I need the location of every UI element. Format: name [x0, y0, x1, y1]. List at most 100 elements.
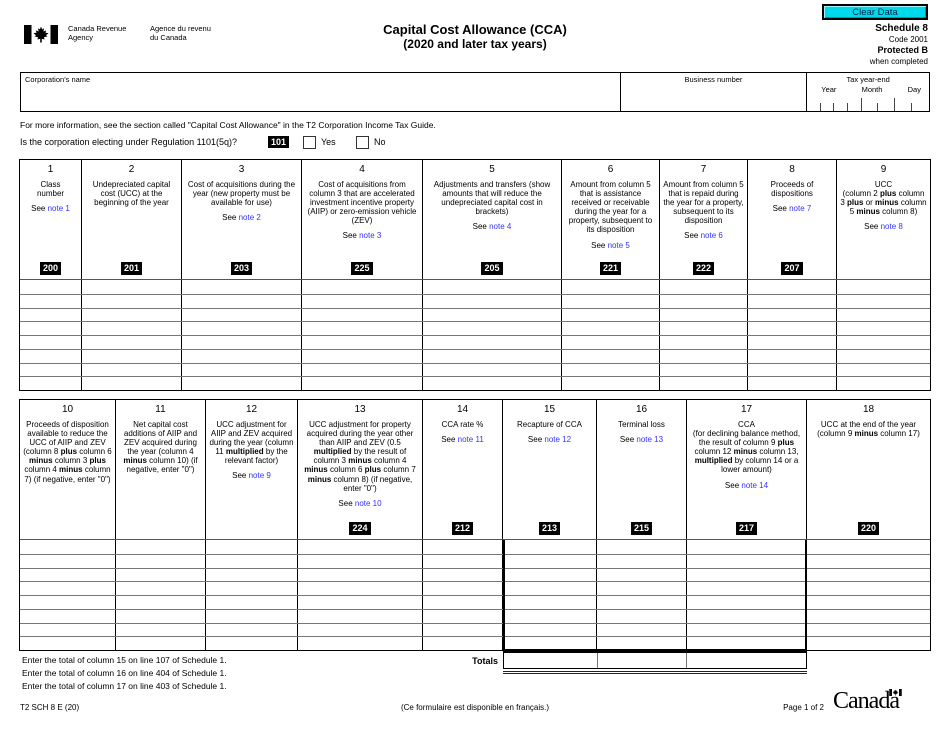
input-cell[interactable]: [687, 568, 807, 582]
input-cell[interactable]: [82, 363, 182, 377]
input-cell[interactable]: [182, 308, 302, 322]
input-cell[interactable]: [660, 280, 748, 294]
input-cell[interactable]: [562, 322, 660, 335]
input-cell[interactable]: [423, 322, 562, 335]
input-cell[interactable]: [20, 623, 116, 637]
no-checkbox[interactable]: [356, 136, 369, 149]
input-cell[interactable]: [20, 363, 82, 377]
input-cell[interactable]: [562, 349, 660, 363]
input-cell[interactable]: [597, 596, 687, 609]
input-cell[interactable]: [206, 623, 298, 637]
yes-checkbox[interactable]: [303, 136, 316, 149]
input-cell[interactable]: [298, 582, 423, 595]
input-cell[interactable]: [423, 623, 503, 637]
input-cell[interactable]: [748, 377, 837, 390]
input-cell[interactable]: [206, 596, 298, 609]
input-cell[interactable]: [302, 349, 423, 363]
input-cell[interactable]: [182, 336, 302, 349]
input-cell[interactable]: [503, 637, 597, 650]
note-link[interactable]: note 5: [607, 240, 630, 250]
input-cell[interactable]: [597, 554, 687, 568]
input-cell[interactable]: [423, 568, 503, 582]
input-cell[interactable]: [687, 554, 807, 568]
input-cell[interactable]: [20, 336, 82, 349]
input-cell[interactable]: [423, 377, 562, 390]
input-cell[interactable]: [302, 363, 423, 377]
input-cell[interactable]: [302, 294, 423, 308]
input-cell[interactable]: [20, 582, 116, 595]
input-cell[interactable]: [20, 308, 82, 322]
input-cell[interactable]: [82, 322, 182, 335]
note-link[interactable]: note 12: [544, 434, 572, 444]
input-cell[interactable]: [116, 623, 206, 637]
input-cell[interactable]: [503, 582, 597, 595]
note-link[interactable]: note 14: [741, 480, 769, 490]
input-cell[interactable]: [298, 637, 423, 650]
input-cell[interactable]: [20, 554, 116, 568]
input-cell[interactable]: [116, 568, 206, 582]
input-cell[interactable]: [82, 294, 182, 308]
input-cell[interactable]: [660, 322, 748, 335]
input-cell[interactable]: [182, 294, 302, 308]
input-cell[interactable]: [20, 637, 116, 650]
input-cell[interactable]: [687, 623, 807, 637]
input-cell[interactable]: [660, 308, 748, 322]
input-cell[interactable]: [423, 540, 503, 554]
input-cell[interactable]: [748, 280, 837, 294]
input-cell[interactable]: [837, 350, 930, 363]
input-cell[interactable]: [302, 280, 423, 294]
input-cell[interactable]: [206, 582, 298, 595]
input-cell[interactable]: [807, 582, 930, 595]
input-cell[interactable]: [206, 568, 298, 582]
input-cell[interactable]: [837, 364, 930, 377]
input-cell[interactable]: [298, 540, 423, 554]
note-link[interactable]: note 10: [354, 499, 382, 508]
input-cell[interactable]: [423, 336, 562, 349]
note-link[interactable]: note 13: [636, 434, 664, 444]
total-column-17-cell[interactable]: [687, 653, 806, 668]
note-link[interactable]: note 7: [789, 203, 812, 213]
input-cell[interactable]: [597, 609, 687, 623]
input-cell[interactable]: [837, 322, 930, 335]
input-cell[interactable]: [20, 280, 82, 294]
input-cell[interactable]: [20, 349, 82, 363]
input-cell[interactable]: [562, 377, 660, 390]
tax-year-end-field[interactable]: Tax year-end Year Month Day: [807, 73, 929, 111]
input-cell[interactable]: [597, 582, 687, 595]
input-cell[interactable]: [660, 363, 748, 377]
input-cell[interactable]: [562, 363, 660, 377]
input-cell[interactable]: [748, 349, 837, 363]
input-cell[interactable]: [748, 363, 837, 377]
input-cell[interactable]: [423, 308, 562, 322]
input-cell[interactable]: [807, 555, 930, 568]
input-cell[interactable]: [562, 336, 660, 349]
input-cell[interactable]: [423, 596, 503, 609]
input-cell[interactable]: [206, 637, 298, 650]
note-link[interactable]: note 2: [238, 213, 261, 223]
input-cell[interactable]: [423, 582, 503, 595]
input-cell[interactable]: [423, 637, 503, 650]
note-link[interactable]: note 6: [700, 231, 723, 241]
input-cell[interactable]: [837, 309, 930, 322]
input-cell[interactable]: [687, 540, 807, 554]
business-number-field[interactable]: Business number: [621, 73, 808, 111]
input-cell[interactable]: [562, 294, 660, 308]
input-cell[interactable]: [116, 540, 206, 554]
input-cell[interactable]: [807, 569, 930, 582]
input-cell[interactable]: [116, 596, 206, 609]
input-cell[interactable]: [20, 568, 116, 582]
note-link[interactable]: note 3: [359, 231, 382, 241]
input-cell[interactable]: [423, 294, 562, 308]
input-cell[interactable]: [503, 568, 597, 582]
input-cell[interactable]: [20, 294, 82, 308]
input-cell[interactable]: [20, 377, 82, 390]
input-cell[interactable]: [807, 624, 930, 637]
input-cell[interactable]: [423, 609, 503, 623]
input-cell[interactable]: [302, 322, 423, 335]
input-cell[interactable]: [687, 609, 807, 623]
input-cell[interactable]: [298, 623, 423, 637]
note-link[interactable]: note 9: [248, 471, 271, 481]
corporation-name-field[interactable]: Corporation's name: [21, 73, 621, 111]
input-cell[interactable]: [503, 623, 597, 637]
input-cell[interactable]: [423, 349, 562, 363]
